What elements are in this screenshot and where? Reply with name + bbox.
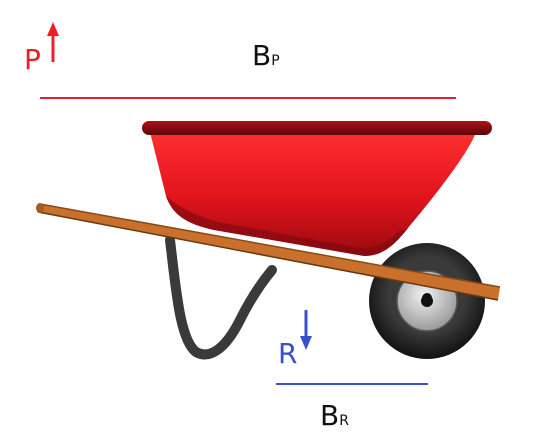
load-arm-subscript: R [339, 413, 349, 429]
wheel-axle [422, 293, 432, 303]
arrow-down-icon [300, 310, 312, 350]
effort-arm-label: BP [252, 42, 280, 70]
wheelbarrow-tub-shadow [166, 196, 408, 256]
effort-force-label: P [24, 43, 41, 76]
wheelbarrow-leg [165, 235, 277, 360]
effort-arm-subscript: P [271, 53, 280, 69]
wheelbarrow-rim [142, 121, 492, 135]
load-arm-letter: B [320, 399, 340, 432]
wheelbarrow-handle [36, 203, 501, 301]
effort-arm-letter: B [252, 39, 272, 72]
arrow-up-icon [47, 22, 59, 62]
load-arm-label: BR [320, 402, 349, 430]
load-force-label: R [278, 337, 298, 370]
